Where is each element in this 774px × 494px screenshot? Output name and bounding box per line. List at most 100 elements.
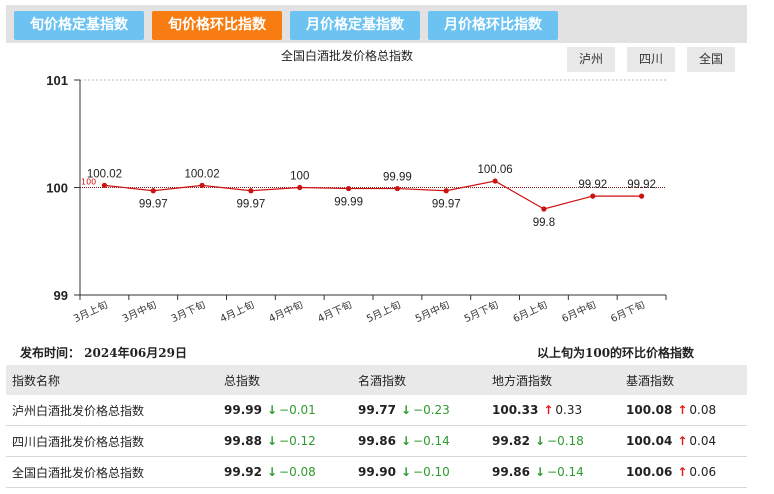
index-name-cell: 全国白酒批发价格总指数 <box>6 456 218 488</box>
arrow-up-icon: ↑ <box>677 465 688 479</box>
region-button-national[interactable]: 全国 <box>687 47 735 72</box>
data-label: 100.02 <box>184 168 219 180</box>
data-label: 99.92 <box>627 179 656 191</box>
table-row: 全国白酒批发价格总指数 99.92 ↓ −0.08 99.90 ↓ −0.10 99.86 ↓ −… <box>6 456 747 488</box>
data-point <box>150 188 156 194</box>
data-point <box>101 182 108 188</box>
table-row: 四川白酒批发价格总指数 99.88 ↓ −0.12 99.86 ↓ −0.14 99.82 ↓ −… <box>6 425 747 457</box>
data-label: 99.97 <box>237 199 266 211</box>
arrow-down-icon: ↓ <box>400 434 412 448</box>
tab-month-fixed-base[interactable]: 月价格定基指数 <box>290 11 420 40</box>
index-value: 99.77 <box>358 403 396 417</box>
arrow-down-icon: ↓ <box>534 434 546 448</box>
index-value: 99.86 <box>358 434 396 448</box>
data-point <box>199 182 205 188</box>
arrow-down-icon: ↓ <box>400 403 412 417</box>
data-label: 100.06 <box>477 164 512 176</box>
data-label: 100.02 <box>87 168 122 180</box>
y-tick-label: 100 <box>46 181 68 196</box>
y-tick-label: 99 <box>54 288 68 303</box>
index-value-cell: 100.06 ↑ 0.06 <box>620 456 747 488</box>
index-value-cell: 99.88 ↓ −0.12 <box>218 425 352 457</box>
table-row: 泸州白酒批发价格总指数 99.99 ↓ −0.01 99.77 ↓ −0.23 100.33 ↑… <box>6 395 747 426</box>
x-tick-label: 6月中旬 <box>560 298 598 325</box>
arrow-down-icon: ↓ <box>266 465 278 479</box>
x-tick-label: 3月下旬 <box>169 298 207 325</box>
index-value-cell: 99.99 ↓ −0.01 <box>218 395 352 426</box>
index-change: −0.12 <box>279 434 316 448</box>
data-point <box>443 188 449 194</box>
x-tick-label: 4月上旬 <box>218 298 256 325</box>
arrow-up-icon: ↑ <box>543 403 554 417</box>
index-value: 99.90 <box>358 465 396 479</box>
x-tick-label: 6月上旬 <box>511 298 549 325</box>
data-point <box>638 193 645 199</box>
x-tick-label: 3月上旬 <box>71 298 109 325</box>
region-button-luzhou[interactable]: 泸州 <box>567 47 615 72</box>
index-value-cell: 99.86 ↓ −0.14 <box>352 425 486 457</box>
data-point <box>297 184 303 191</box>
header-base-liquor-index: 基酒指数 <box>620 365 747 395</box>
index-name-cell: 泸州白酒批发价格总指数 <box>6 395 218 426</box>
index-change: −0.10 <box>413 465 450 479</box>
index-basis-note: 以上旬为100的环比价格指数 <box>537 346 695 360</box>
data-point <box>345 185 352 192</box>
index-value-cell: 100.08 ↑ 0.08 <box>620 395 747 426</box>
index-change: 0.08 <box>689 403 717 417</box>
data-label: 99.92 <box>578 179 607 191</box>
x-tick-label: 4月中旬 <box>267 298 305 325</box>
index-change: −0.18 <box>547 434 584 448</box>
index-value: 99.86 <box>492 465 530 479</box>
data-point <box>248 188 254 194</box>
arrow-down-icon: ↓ <box>266 434 278 448</box>
index-value: 99.82 <box>492 434 530 448</box>
tab-bar: 旬价格定基指数 旬价格环比指数 月价格定基指数 月价格环比指数 <box>6 5 747 43</box>
y-tick-label: 101 <box>46 73 68 88</box>
index-value-cell: 100.33 ↑ 0.33 <box>486 395 620 426</box>
arrow-down-icon: ↓ <box>534 465 546 479</box>
data-label: 99.97 <box>139 199 168 211</box>
index-value-cell: 100.04 ↑ 0.04 <box>620 425 747 457</box>
index-value: 99.88 <box>224 434 262 448</box>
index-change: 0.06 <box>689 465 717 479</box>
tab-month-chain[interactable]: 月价格环比指数 <box>428 11 558 40</box>
arrow-up-icon: ↑ <box>677 403 688 417</box>
series-line <box>104 180 642 210</box>
index-value: 99.92 <box>224 465 262 479</box>
arrow-up-icon: ↑ <box>677 434 688 448</box>
x-tick-label: 5月下旬 <box>462 298 500 325</box>
x-tick-label: 5月上旬 <box>364 298 402 325</box>
index-value: 100.08 <box>626 403 673 417</box>
arrow-down-icon: ↓ <box>400 465 412 479</box>
line-chart: 全国白酒批发价格总指数 99 100 101 100 3月上旬 3月中旬 3月下旬 4月上旬 4月… <box>46 48 667 325</box>
x-tick-label: 4月下旬 <box>315 298 353 325</box>
data-label: 99.99 <box>334 197 363 209</box>
data-label: 100 <box>290 171 309 183</box>
x-tick-label: 6月下旬 <box>608 298 646 325</box>
tab-xun-chain[interactable]: 旬价格环比指数 <box>152 11 282 40</box>
index-change: 0.33 <box>555 403 583 417</box>
index-value: 99.99 <box>224 403 262 417</box>
index-value-cell: 99.90 ↓ −0.10 <box>352 456 486 488</box>
tab-xun-fixed-base[interactable]: 旬价格定基指数 <box>14 11 144 40</box>
index-change: −0.14 <box>413 434 450 448</box>
region-button-sichuan[interactable]: 四川 <box>627 47 675 72</box>
header-index-name: 指数名称 <box>6 365 218 395</box>
index-value: 100.06 <box>626 465 673 479</box>
data-label: 99.97 <box>432 199 461 211</box>
index-change: −0.08 <box>279 465 316 479</box>
x-tick-label: 5月中旬 <box>413 298 451 325</box>
index-value: 100.04 <box>626 434 673 448</box>
data-point <box>541 206 547 212</box>
index-value: 100.33 <box>492 403 539 417</box>
header-local-liquor-index: 地方酒指数 <box>486 365 620 395</box>
index-value-cell: 99.92 ↓ −0.08 <box>218 456 352 488</box>
publish-date: 发布时间： 2024年06月29日 <box>20 346 187 360</box>
index-value-cell: 99.77 ↓ −0.23 <box>352 395 486 426</box>
data-label: 99.8 <box>533 217 555 229</box>
data-label: 99.99 <box>383 172 412 184</box>
data-point <box>394 185 401 192</box>
header-famous-liquor-index: 名酒指数 <box>352 365 486 395</box>
table-header-row: 指数名称 总指数 名酒指数 地方酒指数 基酒指数 <box>6 365 747 395</box>
index-value-cell: 99.86 ↓ −0.14 <box>486 456 620 488</box>
